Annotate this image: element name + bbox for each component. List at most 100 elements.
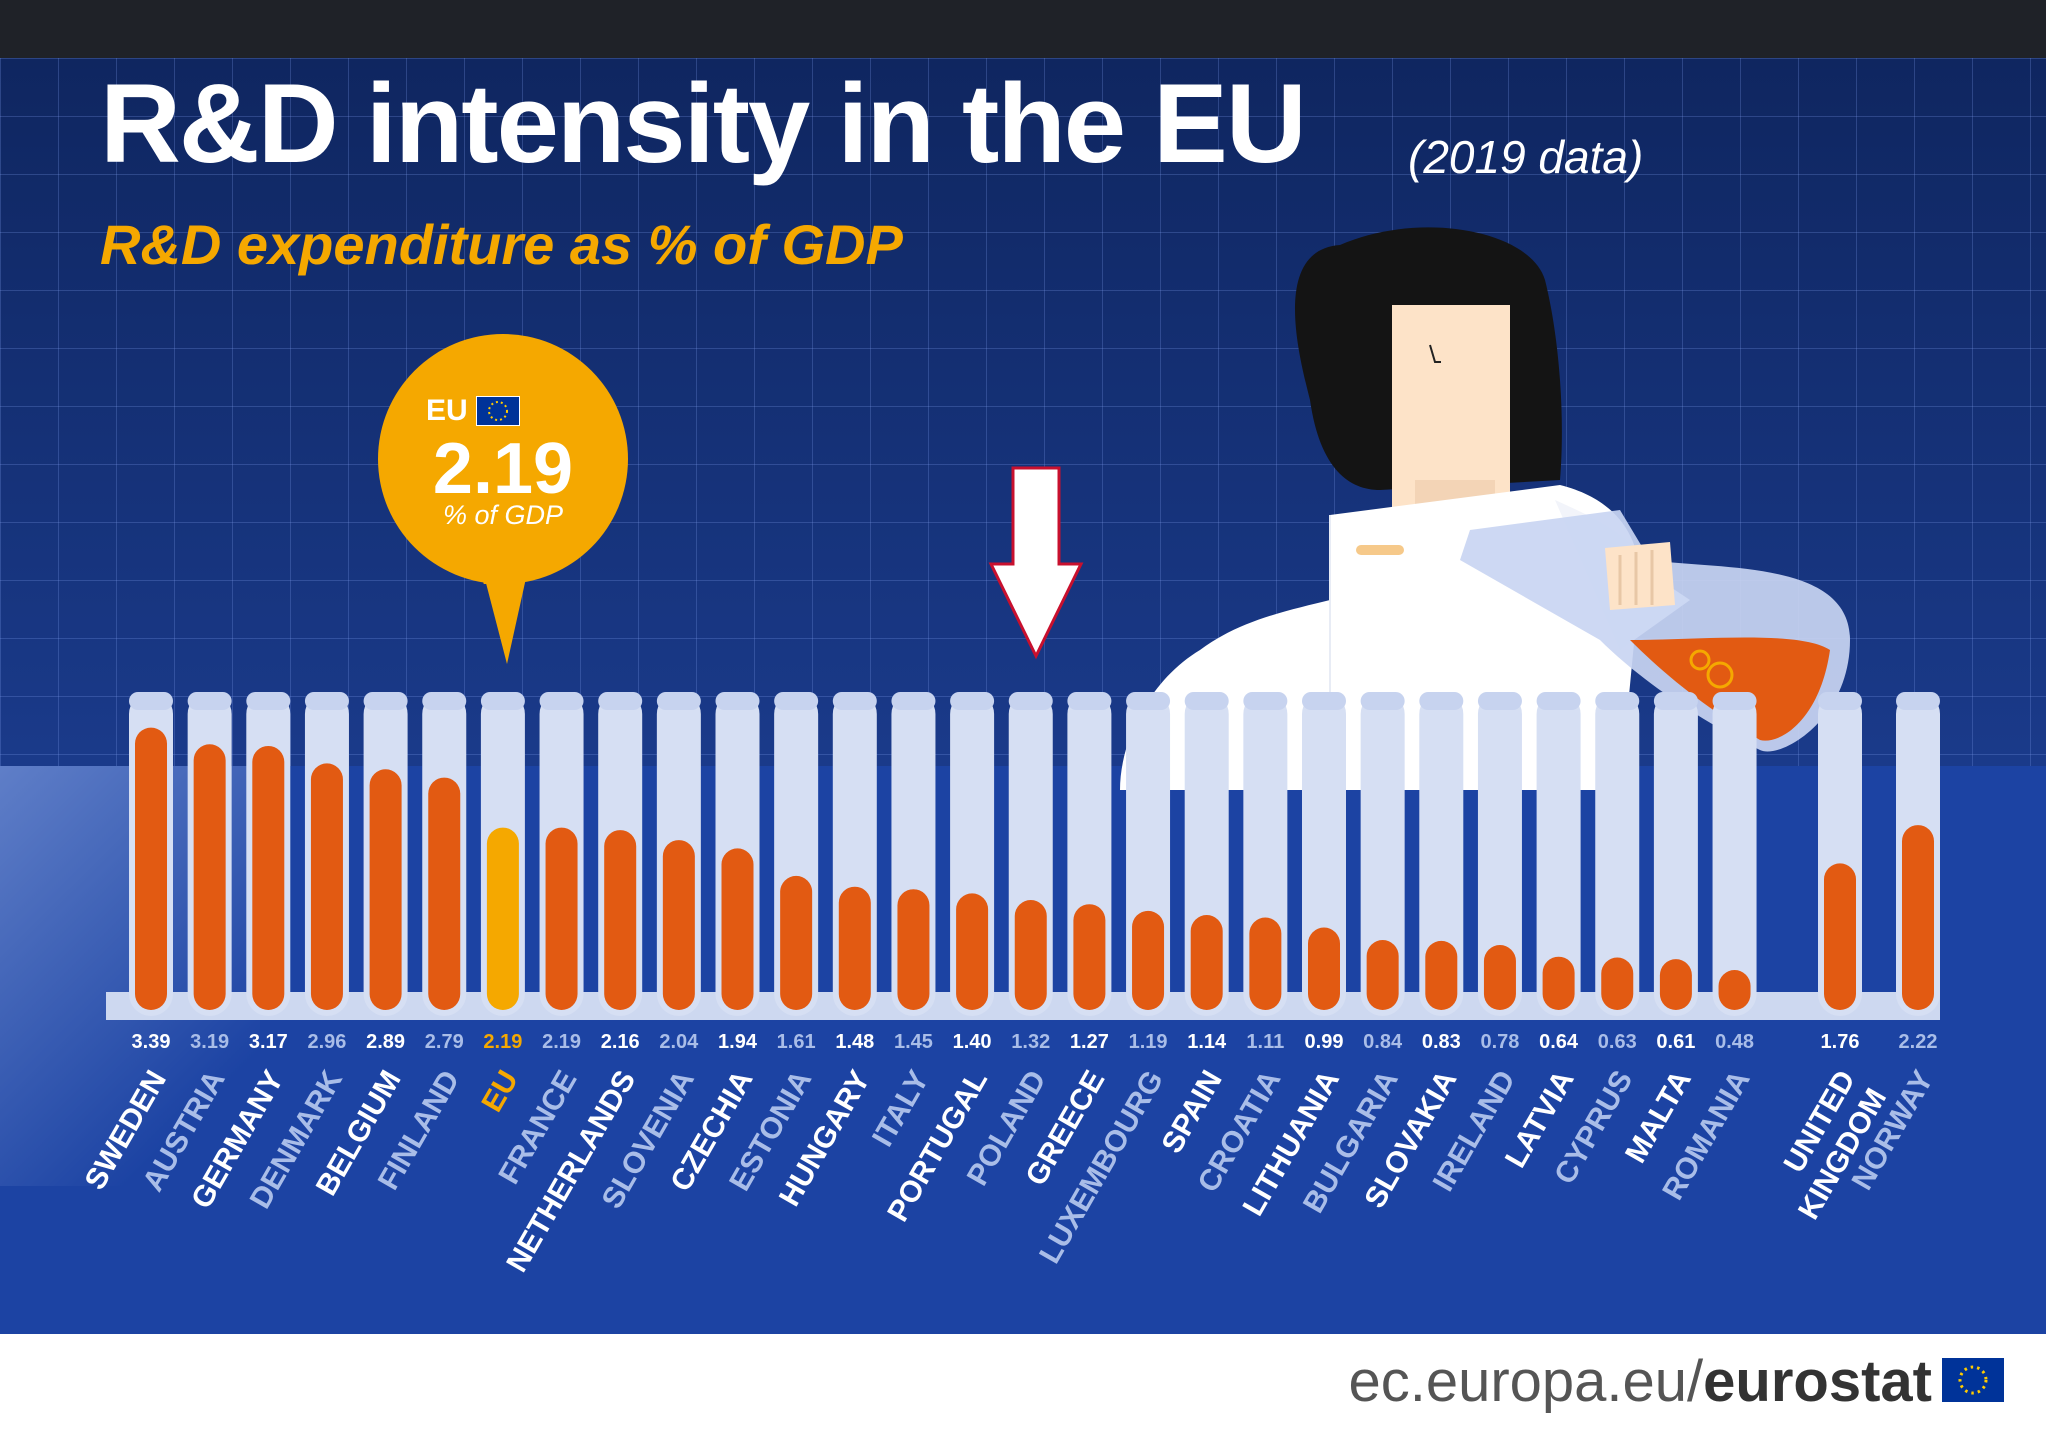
eurostat-flag-icon xyxy=(1942,1358,2004,1402)
badge-connector xyxy=(480,560,530,664)
tube-rim xyxy=(304,692,349,710)
tube-rim xyxy=(598,692,643,710)
tube-glass xyxy=(1536,692,1581,1016)
tube-rim xyxy=(1184,692,1229,710)
tube-glass xyxy=(1595,692,1640,1016)
bar-germany xyxy=(252,745,285,1010)
bar-bulgaria xyxy=(1366,940,1399,1010)
bar-czechia xyxy=(721,848,754,1010)
bar-norway xyxy=(1902,825,1934,1010)
category-label-line: EU xyxy=(476,1065,525,1118)
tube-rim xyxy=(1419,692,1464,710)
value-label: 0.61 xyxy=(1656,1031,1695,1053)
bar-denmark xyxy=(310,763,343,1010)
value-label: 1.48 xyxy=(835,1031,874,1053)
tube-glass xyxy=(1712,692,1757,1016)
tube-rim xyxy=(1712,692,1757,710)
tube-rim xyxy=(187,692,232,710)
bar-poland xyxy=(1014,900,1047,1010)
value-label: 3.17 xyxy=(249,1031,288,1053)
footer xyxy=(0,1334,2046,1440)
bar-italy xyxy=(897,889,930,1010)
tube-rim xyxy=(1595,692,1640,710)
tube-rim xyxy=(1243,692,1288,710)
tube-glass xyxy=(1360,692,1405,1016)
badge-value: 2.19 xyxy=(432,429,574,509)
bar-cyprus xyxy=(1601,957,1634,1010)
tube-rim xyxy=(1008,692,1053,710)
bar-hungary xyxy=(838,886,871,1010)
tube-rim xyxy=(539,692,584,710)
value-label: 1.11 xyxy=(1246,1031,1284,1053)
value-label: 0.64 xyxy=(1539,1031,1579,1053)
bar-malta xyxy=(1659,959,1692,1010)
value-label: 0.63 xyxy=(1598,1031,1637,1053)
source-prefix: ec.europa.eu/ xyxy=(1348,1349,1704,1414)
value-label: 2.79 xyxy=(425,1031,464,1053)
tube-rim xyxy=(129,692,173,710)
bar-greece xyxy=(1073,904,1106,1010)
bar-lithuania xyxy=(1308,927,1340,1010)
scientist-face xyxy=(1392,305,1510,510)
tube-glass xyxy=(1653,692,1698,1016)
value-label: 0.99 xyxy=(1305,1031,1344,1053)
tube-rim xyxy=(832,692,877,710)
tube-rim xyxy=(480,692,525,710)
badge-label: EU xyxy=(426,394,468,427)
bar-portugal xyxy=(956,893,989,1010)
bar-eu xyxy=(486,827,519,1010)
category-label: EU xyxy=(476,1065,525,1118)
bar-finland xyxy=(428,777,461,1010)
bar-estonia xyxy=(780,875,813,1010)
bar-sweden xyxy=(135,727,167,1010)
tube-rim xyxy=(950,692,995,710)
bar-austria xyxy=(193,744,226,1010)
bar-slovenia xyxy=(662,840,695,1010)
tube-rim xyxy=(1818,692,1862,710)
tube-rim xyxy=(715,692,760,710)
value-label: 1.76 xyxy=(1821,1031,1860,1053)
top-bar xyxy=(0,0,2046,58)
tube-glass xyxy=(1419,692,1464,1016)
value-label: 1.45 xyxy=(894,1031,933,1053)
value-label: 3.39 xyxy=(132,1031,171,1053)
tube-group: 2.19 EU xyxy=(476,692,525,1118)
source-brand: eurostat xyxy=(1703,1349,1932,1414)
subtitle: R&D expenditure as % of GDP xyxy=(100,213,903,276)
bar-luxembourg xyxy=(1132,910,1165,1010)
tube-rim xyxy=(1653,692,1698,710)
value-label: 0.78 xyxy=(1480,1031,1519,1053)
value-label: 1.32 xyxy=(1011,1031,1050,1053)
value-label: 1.14 xyxy=(1187,1031,1227,1053)
down-arrow-icon xyxy=(988,466,1084,660)
value-label: 2.04 xyxy=(659,1031,699,1053)
tube-rim xyxy=(1896,692,1940,710)
value-label: 2.22 xyxy=(1899,1031,1938,1053)
tube-rim xyxy=(422,692,467,710)
tube-rim xyxy=(1477,692,1522,710)
value-label: 2.89 xyxy=(366,1031,405,1053)
bar-united-kingdom xyxy=(1824,863,1856,1010)
tube-glass xyxy=(1477,692,1522,1016)
scientist-hand xyxy=(1605,542,1675,610)
title-note: (2019 data) xyxy=(1408,131,1644,183)
bar-netherlands xyxy=(604,830,637,1010)
value-label: 3.19 xyxy=(190,1031,229,1053)
value-label: 2.96 xyxy=(307,1031,346,1053)
tube-rim xyxy=(1126,692,1171,710)
tube-rim xyxy=(1360,692,1405,710)
tube-rim xyxy=(1536,692,1581,710)
tube-rim xyxy=(363,692,408,710)
tube-rim xyxy=(891,692,936,710)
source-link[interactable]: ec.europa.eu/eurostat xyxy=(1348,1348,1932,1415)
value-label: 0.83 xyxy=(1422,1031,1461,1053)
tube-rim xyxy=(1302,692,1346,710)
bar-croatia xyxy=(1249,917,1282,1010)
eu-flag-icon xyxy=(476,396,520,426)
badge-unit: % of GDP xyxy=(442,500,564,530)
page-title: R&D intensity in the EU xyxy=(100,61,1307,186)
